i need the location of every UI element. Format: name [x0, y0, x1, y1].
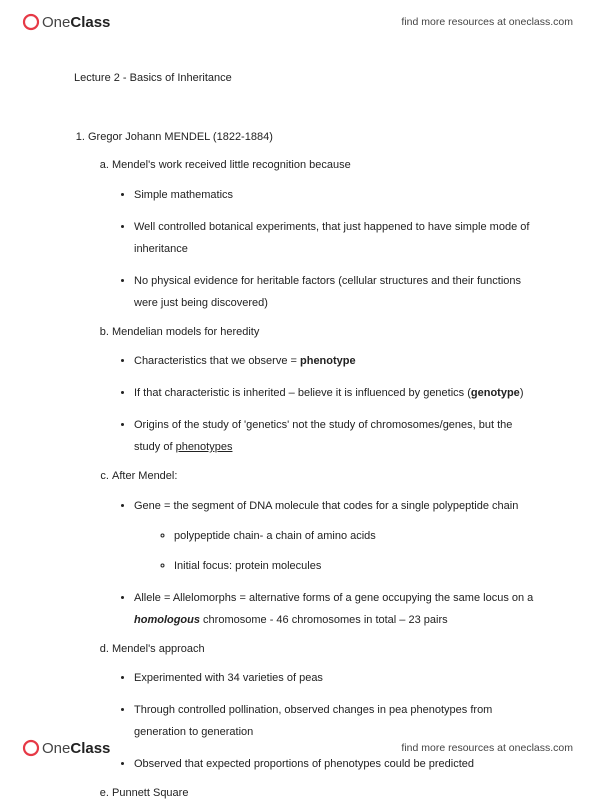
c-b1: Gene = the segment of DNA molecule that …	[134, 495, 535, 577]
sub-c-title: After Mendel:	[112, 470, 177, 482]
brand-prefix: One	[42, 14, 70, 31]
sub-e: Punnett Square	[112, 785, 535, 802]
a-b2: Well controlled botanical experiments, t…	[134, 216, 535, 260]
b-b2-post: )	[520, 387, 524, 399]
brand-suffix: Class	[70, 14, 110, 31]
sub-c-bullets: Gene = the segment of DNA molecule that …	[112, 495, 535, 631]
c-b2-pre: Allele = Allelomorphs = alternative form…	[134, 592, 533, 604]
lecture-title: Lecture 2 - Basics of Inheritance	[74, 70, 535, 87]
sub-e-title: Punnett Square	[112, 787, 188, 799]
brand-suffix-f: Class	[70, 740, 110, 757]
brand-prefix-f: One	[42, 740, 70, 757]
b-b2-bold: genotype	[471, 387, 520, 399]
b-b3-u: phenotypes	[176, 441, 233, 453]
brand-logo-footer: OneClass	[22, 739, 110, 757]
logo-icon	[22, 13, 40, 31]
sub-b-bullets: Characteristics that we observe = phenot…	[112, 350, 535, 458]
c-b2-post: chromosome - 46 chromosomes in total – 2…	[200, 614, 448, 626]
section-1-sub: Mendel's work received little recognitio…	[88, 157, 535, 802]
resource-link-bottom[interactable]: find more resources at oneclass.com	[401, 742, 573, 754]
sub-a: Mendel's work received little recognitio…	[112, 157, 535, 314]
c-b2: Allele = Allelomorphs = alternative form…	[134, 587, 535, 631]
brand-text-footer: OneClass	[42, 740, 110, 757]
page-footer: OneClass find more resources at oneclass…	[0, 732, 595, 764]
b-b2-pre: If that characteristic is inherited – be…	[134, 387, 471, 399]
c-b1-text: Gene = the segment of DNA molecule that …	[134, 500, 518, 512]
logo-icon	[22, 739, 40, 757]
sub-a-title: Mendel's work received little recognitio…	[112, 159, 351, 171]
a-b1: Simple mathematics	[134, 184, 535, 206]
sub-b-title: Mendelian models for heredity	[112, 326, 259, 338]
c-sub: polypeptide chain- a chain of amino acid…	[134, 525, 535, 577]
c-s2: Initial focus: protein molecules	[174, 555, 535, 577]
b-b3: Origins of the study of 'genetics' not t…	[134, 414, 535, 458]
page-header: OneClass find more resources at oneclass…	[0, 6, 595, 38]
sub-c: After Mendel: Gene = the segment of DNA …	[112, 468, 535, 631]
section-1: Gregor Johann MENDEL (1822-1884) Mendel'…	[88, 129, 535, 802]
brand-logo: OneClass	[22, 13, 110, 31]
d-b1: Experimented with 34 varieties of peas	[134, 667, 535, 689]
b-b1: Characteristics that we observe = phenot…	[134, 350, 535, 372]
sub-b: Mendelian models for heredity Characteri…	[112, 324, 535, 459]
document-body: Lecture 2 - Basics of Inheritance Gregor…	[74, 70, 535, 808]
sub-a-bullets: Simple mathematics Well controlled botan…	[112, 184, 535, 314]
b-b1-bold: phenotype	[300, 355, 356, 367]
c-b2-bold: homologous	[134, 614, 200, 626]
section-1-heading: Gregor Johann MENDEL (1822-1884)	[88, 131, 273, 143]
sub-d-title: Mendel's approach	[112, 643, 205, 655]
b-b2: If that characteristic is inherited – be…	[134, 382, 535, 404]
b-b1-pre: Characteristics that we observe =	[134, 355, 300, 367]
resource-link-top[interactable]: find more resources at oneclass.com	[401, 16, 573, 28]
brand-text: OneClass	[42, 14, 110, 31]
main-list: Gregor Johann MENDEL (1822-1884) Mendel'…	[74, 129, 535, 802]
c-s1: polypeptide chain- a chain of amino acid…	[174, 525, 535, 547]
a-b3: No physical evidence for heritable facto…	[134, 270, 535, 314]
